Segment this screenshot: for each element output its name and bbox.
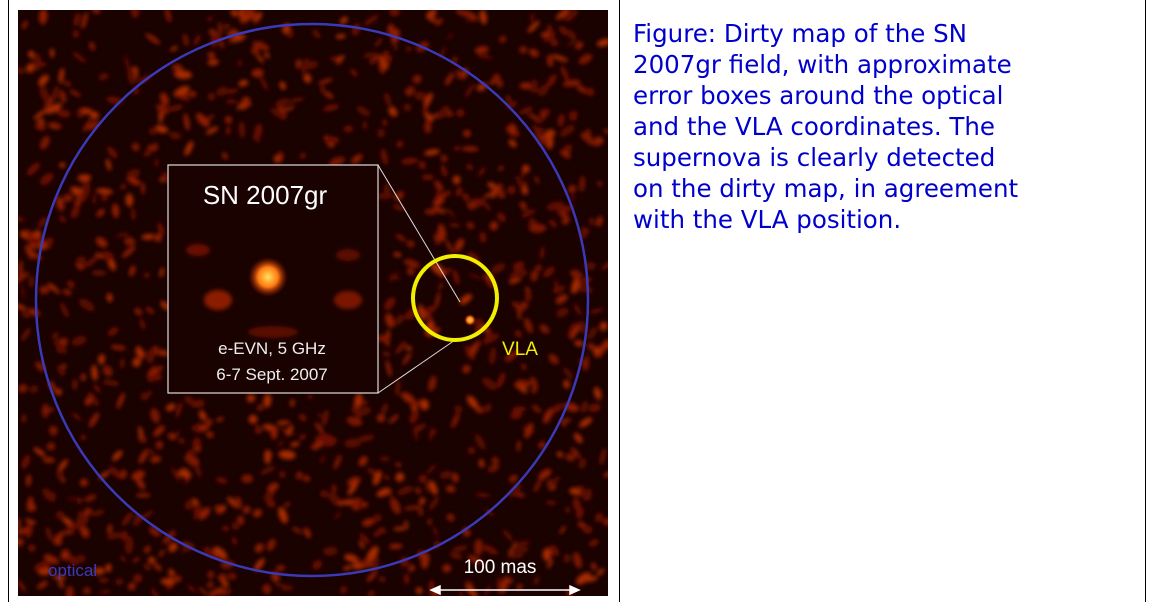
dirty-map: SN 2007gr e-EVN, 5 GHz 6-7 Sept. 2007 VL… bbox=[18, 10, 608, 596]
noise-blob bbox=[241, 474, 253, 483]
caption: Figure: Dirty map of the SN2007gr field,… bbox=[633, 18, 1018, 235]
inset-line: 6-7 Sept. 2007 bbox=[216, 365, 328, 384]
page: SN 2007gr e-EVN, 5 GHz 6-7 Sept. 2007 VL… bbox=[0, 0, 1161, 602]
source bbox=[248, 257, 288, 297]
optical-label: optical bbox=[48, 561, 97, 580]
table-border bbox=[8, 0, 9, 602]
inset-line: e-EVN, 5 GHz bbox=[218, 339, 326, 358]
noise-blob bbox=[406, 46, 412, 52]
noise-blob bbox=[73, 379, 76, 390]
caption-line: error boxes around the optical bbox=[633, 80, 1018, 111]
noise-blob bbox=[324, 137, 339, 145]
table-border bbox=[619, 0, 620, 602]
caption-line: with the VLA position. bbox=[633, 204, 1018, 235]
noise-blob bbox=[264, 450, 271, 465]
caption-line: Figure: Dirty map of the SN bbox=[633, 18, 1018, 49]
noise-blob bbox=[135, 493, 151, 497]
caption-line: supernova is clearly detected bbox=[633, 142, 1018, 173]
table-border bbox=[1145, 0, 1146, 602]
caption-line: and the VLA coordinates. The bbox=[633, 111, 1018, 142]
inset-title: SN 2007gr bbox=[203, 180, 328, 210]
caption-line: on the dirty map, in agreement bbox=[633, 173, 1018, 204]
noise-blob bbox=[377, 335, 391, 342]
noise-blob bbox=[218, 574, 226, 582]
scale-label: 100 mas bbox=[464, 557, 537, 578]
vla-label: VLA bbox=[502, 339, 538, 360]
caption-line: 2007gr field, with approximate bbox=[633, 49, 1018, 80]
supernova bbox=[464, 314, 476, 326]
